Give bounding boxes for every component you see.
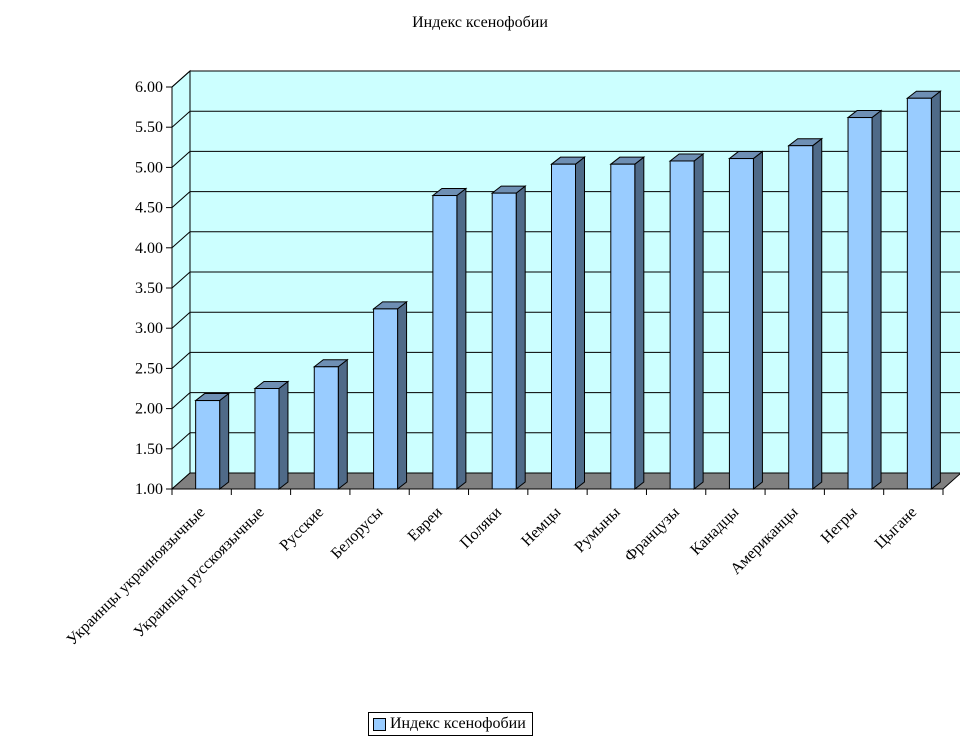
x-tick-label: Русские (277, 504, 328, 555)
x-tick-label: Канадцы (687, 504, 742, 559)
gridline-side (171, 311, 191, 329)
bar (906, 97, 932, 490)
bar (610, 163, 636, 490)
bar (847, 117, 873, 490)
gridline-side (171, 70, 191, 88)
bar (669, 160, 695, 490)
bar (254, 388, 280, 490)
bar (491, 192, 517, 490)
x-tick-label: Евреи (405, 504, 446, 545)
gridline-side (171, 231, 191, 249)
x-tick-label: Поляки (457, 504, 505, 552)
y-tick-label: 1.00 (135, 481, 163, 498)
y-tick-label: 6.00 (135, 79, 163, 96)
x-tick-label: Французы (621, 504, 683, 566)
bar (432, 195, 458, 490)
y-tick-label: 4.50 (135, 200, 163, 217)
legend: Индекс ксенофобии (368, 712, 533, 736)
bar-side (930, 90, 941, 491)
x-tick-label: Белорусы (328, 504, 387, 563)
y-tick-label: 1.50 (135, 441, 163, 458)
gridline-side (171, 110, 191, 128)
bar (551, 163, 576, 490)
bar-side (337, 358, 348, 491)
bar-side (515, 185, 526, 491)
gridline-side (171, 352, 191, 369)
bar-side (397, 300, 408, 491)
bar-side (693, 152, 704, 491)
x-tick-label: Негры (818, 504, 861, 547)
bar-side (575, 156, 585, 491)
x-tick-label: Цыгане (872, 504, 921, 553)
bar (195, 400, 221, 490)
gridline-side (171, 191, 191, 208)
bar (788, 145, 814, 490)
bar-side (752, 150, 763, 491)
bar-side (278, 380, 289, 491)
gridline-side (171, 392, 191, 409)
x-tick-label: Румыны (571, 504, 623, 556)
y-tick-label: 5.50 (135, 119, 163, 136)
y-tick-label: 2.00 (135, 401, 163, 418)
bar-side (219, 392, 230, 491)
gridline-side (171, 151, 191, 168)
legend-label: Индекс ксенофобии (390, 715, 526, 732)
bar-side (634, 156, 645, 491)
gridline-side (171, 432, 191, 450)
legend-swatch (373, 717, 386, 731)
bar (728, 158, 754, 490)
bar (373, 308, 399, 490)
bar (313, 366, 339, 490)
bar-side (812, 137, 823, 491)
chart-title: Индекс ксенофобии (412, 14, 548, 31)
bar-side (456, 187, 467, 491)
bar-side (871, 109, 882, 491)
y-tick-label: 4.00 (135, 240, 163, 257)
x-tick-label: Немцы (518, 504, 564, 550)
y-tick-label: 3.50 (135, 280, 163, 297)
gridline-side (171, 271, 191, 289)
y-tick-label: 2.50 (135, 360, 163, 377)
y-tick-label: 3.00 (135, 320, 163, 337)
y-tick-label: 5.00 (135, 159, 163, 176)
